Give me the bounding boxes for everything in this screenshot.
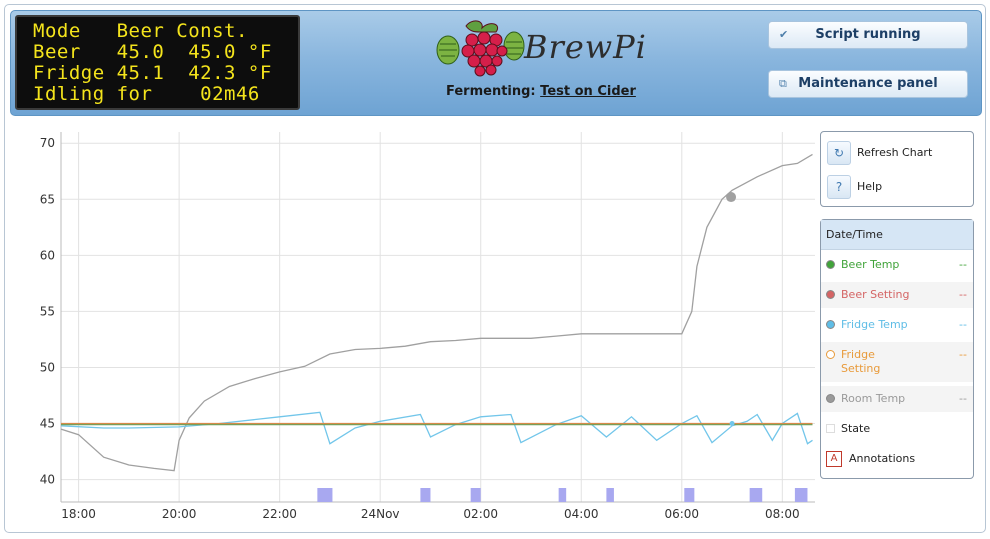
help-button[interactable]: ? Help (827, 174, 882, 200)
temperature-chart[interactable]: 40 45 50 55 60 65 70 18:00 20:00 22:00 24Nov 02:00 0… (18, 128, 818, 528)
maintenance-panel-button[interactable]: ⧉ Maintenance panel (768, 70, 968, 98)
y-tick-label: 60 (40, 248, 55, 262)
legend-item[interactable]: Fridge Temp -- (821, 312, 973, 338)
state-bar (606, 488, 614, 502)
legend-swatch-icon (826, 290, 835, 299)
fermenting-info: Fermenting: Test on Cider (446, 84, 636, 99)
hover-marker (726, 192, 737, 203)
y-tick-label: 65 (40, 192, 55, 206)
window-icon: ⧉ (779, 77, 787, 90)
legend-label: Fridge Temp (841, 318, 908, 331)
state-bar (749, 488, 763, 502)
x-tick-label: 02:00 (463, 507, 498, 521)
legend-item[interactable]: A Annotations (821, 446, 973, 472)
legend-swatch-icon (826, 260, 835, 269)
chart-controls-panel: ↻ Refresh Chart ? Help (820, 131, 974, 207)
legend-swatch-icon (826, 320, 835, 329)
state-bar (794, 488, 808, 502)
legend-label: Fridge Setting (841, 348, 881, 375)
legend-swatch-icon: A (826, 451, 842, 467)
y-tick-label: 45 (40, 417, 55, 431)
beer-name-link[interactable]: Test on Cider (540, 84, 636, 99)
x-tick-label: 20:00 (162, 507, 197, 521)
legend-item[interactable]: Fridge Setting -- (821, 342, 973, 382)
y-tick-label: 70 (40, 136, 55, 150)
legend-value: -- (959, 258, 967, 271)
script-running-label: Script running (815, 27, 921, 42)
legend-item[interactable]: Beer Setting -- (821, 282, 973, 308)
legend-label: State (841, 422, 871, 435)
legend-label: Room Temp (841, 392, 906, 405)
state-bar (420, 488, 431, 502)
refresh-chart-label: Refresh Chart (857, 146, 933, 159)
x-tick-label: 22:00 (262, 507, 297, 521)
brand-name: BrewPi (524, 28, 647, 66)
legend-item[interactable]: State (821, 416, 973, 442)
legend-value: -- (959, 348, 967, 361)
y-tick-label: 40 (40, 473, 55, 487)
raspberry-hops-icon (436, 20, 525, 77)
maintenance-label: Maintenance panel (798, 76, 938, 91)
plot-area (61, 132, 815, 502)
y-tick-label: 55 (40, 304, 55, 318)
state-bar (558, 488, 567, 502)
series-line-room-temp (60, 153, 813, 472)
legend-datetime: Date/Time (821, 220, 973, 250)
lcd-line-fridge: Fridge 45.1 42.3 °F (33, 62, 272, 84)
help-icon: ? (827, 175, 851, 199)
x-tick-label: 18:00 (61, 507, 96, 521)
x-tick-label: 04:00 (564, 507, 599, 521)
refresh-chart-button[interactable]: ↻ Refresh Chart (827, 140, 932, 166)
legend-label: Annotations (849, 452, 916, 465)
y-tick-label: 50 (40, 360, 55, 374)
state-bar (470, 488, 481, 502)
series-line-fridge-temp (60, 411, 813, 445)
legend-item[interactable]: Room Temp -- (821, 386, 973, 412)
help-label: Help (857, 180, 883, 193)
chart-svg: 40 45 50 55 60 65 70 18:00 20:00 22:00 24Nov 02:00 0… (40, 132, 815, 521)
script-running-button[interactable]: ✔ Script running (768, 21, 968, 49)
legend-label: Beer Temp (841, 258, 900, 271)
refresh-icon: ↻ (827, 141, 851, 165)
state-bar (317, 488, 333, 502)
hover-marker (729, 421, 735, 427)
check-icon: ✔ (779, 28, 789, 41)
state-bar (684, 488, 695, 502)
legend-swatch-icon (826, 424, 835, 433)
legend-value: -- (959, 392, 967, 405)
lcd-line-mode: Mode Beer Const. (33, 20, 248, 42)
x-tick-label: 08:00 (765, 507, 800, 521)
lcd-line-beer: Beer 45.0 45.0 °F (33, 41, 272, 63)
fermenting-label: Fermenting: (446, 84, 536, 99)
legend-value: -- (959, 318, 967, 331)
brewpi-logo (432, 18, 632, 78)
x-tick-label: 06:00 (664, 507, 699, 521)
lcd-line-idle: Idling for 02m46 (33, 83, 260, 105)
lcd-display: Mode Beer Const. Beer 45.0 45.0 °F Fridg… (15, 15, 300, 110)
legend-label: Beer Setting (841, 288, 910, 301)
legend-panel: Date/Time Beer Temp -- Beer Setting -- Fridg… (820, 219, 974, 479)
legend-value: -- (959, 288, 967, 301)
legend-swatch-icon (826, 350, 835, 359)
legend-swatch-icon (826, 394, 835, 403)
x-tick-label: 24Nov (361, 507, 400, 521)
legend-item[interactable]: Beer Temp -- (821, 252, 973, 278)
